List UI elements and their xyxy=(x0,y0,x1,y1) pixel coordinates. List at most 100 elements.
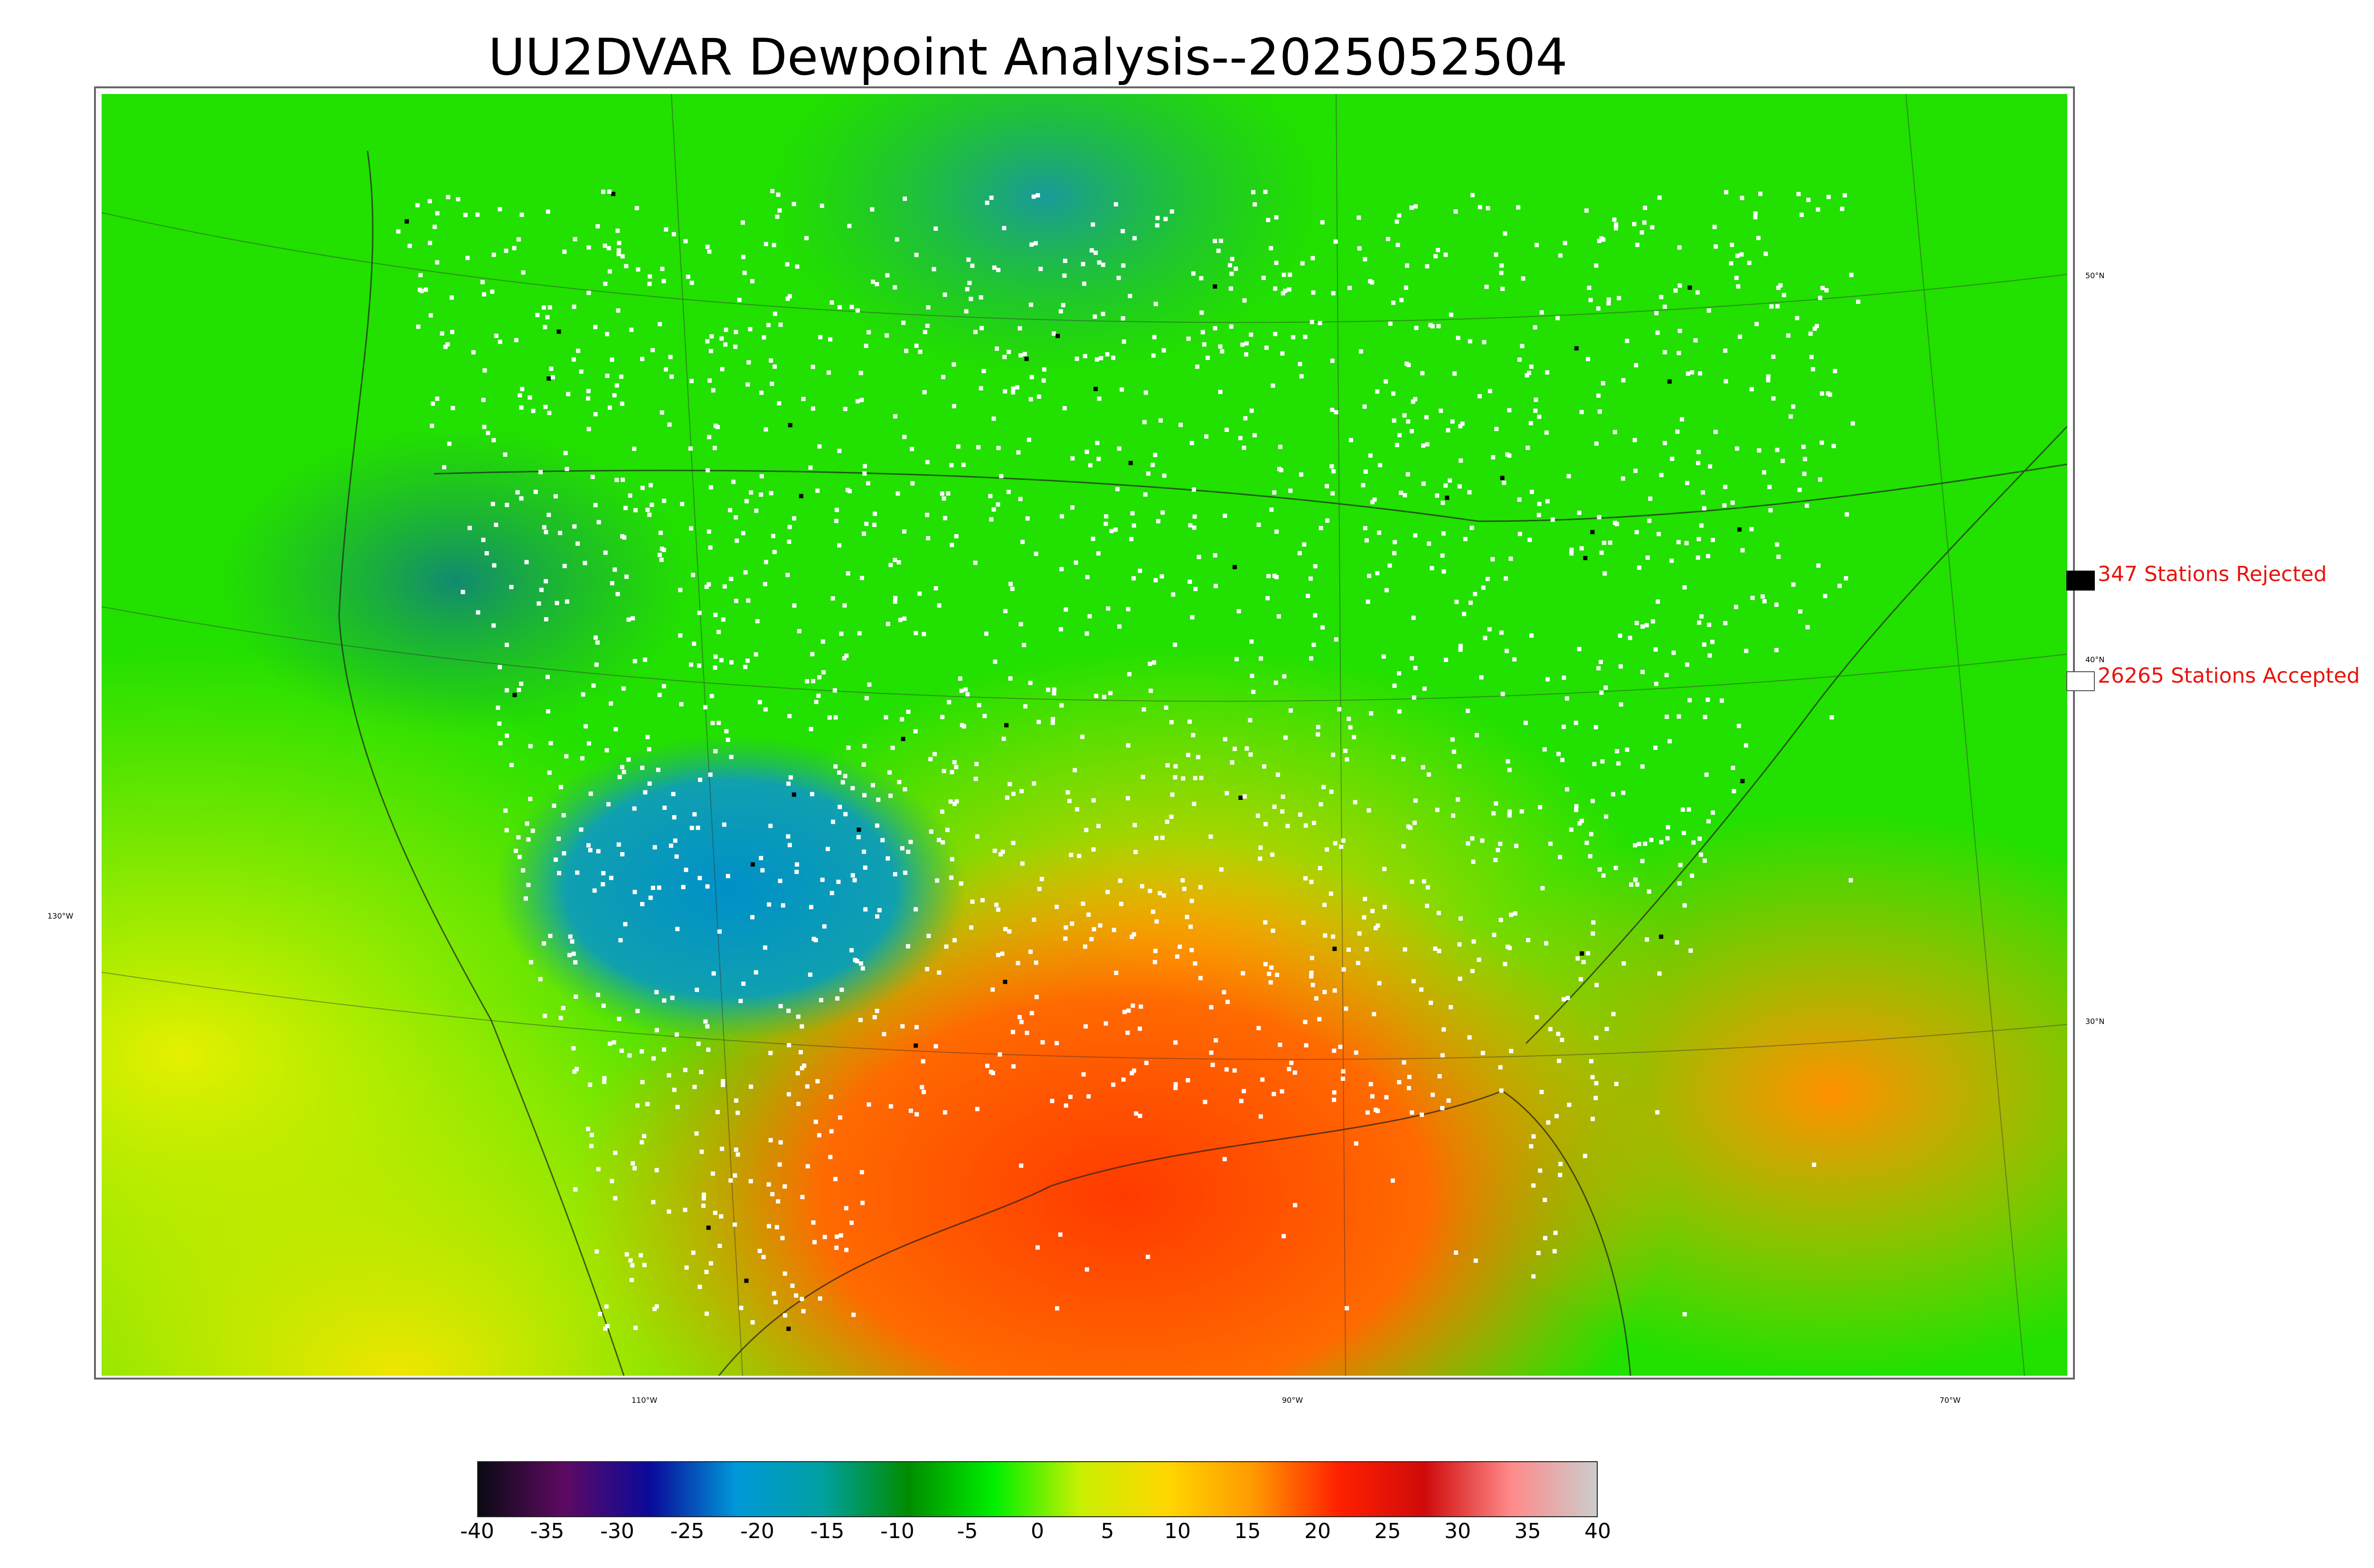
station-marker xyxy=(733,1173,737,1178)
station-marker xyxy=(1703,714,1707,719)
station-marker xyxy=(1470,526,1474,530)
station-marker xyxy=(913,729,918,733)
station-marker xyxy=(1467,1035,1472,1040)
station-marker xyxy=(1341,967,1346,972)
station-marker xyxy=(1425,264,1430,269)
station-marker xyxy=(1599,690,1604,695)
station-marker xyxy=(1791,404,1796,409)
station-marker xyxy=(1041,378,1046,383)
station-marker xyxy=(782,1184,787,1189)
station-marker xyxy=(942,769,946,773)
station-marker xyxy=(1413,798,1418,803)
station-marker xyxy=(1657,195,1662,200)
station-marker xyxy=(1753,215,1758,220)
station-marker xyxy=(786,834,791,839)
station-marker xyxy=(1466,841,1470,846)
station-marker xyxy=(1775,304,1780,309)
station-marker xyxy=(1791,582,1796,587)
station-marker xyxy=(827,370,831,375)
station-marker xyxy=(616,842,621,847)
station-marker xyxy=(786,1008,791,1013)
station-marker xyxy=(1068,1095,1073,1099)
station-marker xyxy=(829,1129,834,1134)
station-marker xyxy=(643,790,648,795)
station-marker xyxy=(639,1253,643,1258)
station-marker xyxy=(1688,948,1693,953)
station-marker xyxy=(1131,576,1136,581)
station-marker xyxy=(959,688,964,693)
station-marker xyxy=(656,768,660,772)
station-marker xyxy=(1086,912,1091,917)
station-marker xyxy=(1612,521,1617,525)
station-marker xyxy=(745,382,750,387)
station-marker xyxy=(678,633,683,638)
station-marker xyxy=(607,269,612,274)
station-marker xyxy=(415,203,420,207)
station-marker xyxy=(588,1082,593,1087)
station-marker xyxy=(1677,283,1682,288)
station-marker xyxy=(772,550,777,554)
station-marker xyxy=(1070,456,1075,460)
station-marker xyxy=(1089,248,1094,253)
station-marker xyxy=(669,374,674,379)
station-marker xyxy=(799,494,803,498)
station-marker xyxy=(1669,558,1674,563)
station-marker xyxy=(589,1144,594,1148)
station-marker xyxy=(635,1009,640,1014)
station-marker xyxy=(848,489,852,494)
station-marker xyxy=(1273,332,1278,337)
station-marker xyxy=(1659,295,1664,300)
station-marker xyxy=(1105,890,1110,894)
station-marker xyxy=(1160,836,1165,840)
station-marker xyxy=(1303,335,1308,339)
station-marker xyxy=(1567,1102,1572,1107)
station-marker xyxy=(1471,859,1476,864)
station-marker xyxy=(1594,441,1599,446)
station-marker xyxy=(1230,760,1234,765)
station-marker xyxy=(1303,1020,1308,1024)
station-marker xyxy=(804,236,809,241)
station-marker xyxy=(1272,804,1277,809)
station-marker xyxy=(1597,239,1602,243)
accepted-label: 26265 Stations Accepted xyxy=(2098,664,2360,688)
station-marker xyxy=(1034,995,1039,999)
station-marker xyxy=(1331,469,1336,474)
station-marker xyxy=(1577,647,1582,651)
station-marker xyxy=(688,446,693,451)
station-marker xyxy=(1357,216,1361,220)
station-marker xyxy=(521,270,526,275)
station-marker xyxy=(1840,207,1845,211)
station-marker xyxy=(1330,358,1335,363)
station-marker xyxy=(1370,909,1375,913)
station-marker xyxy=(1354,1141,1358,1146)
station-marker xyxy=(1701,490,1705,495)
station-marker xyxy=(728,1178,733,1183)
station-marker xyxy=(1493,858,1498,862)
station-marker xyxy=(942,1110,947,1115)
station-marker xyxy=(606,802,611,807)
station-marker xyxy=(1084,631,1089,636)
station-marker xyxy=(1458,424,1463,429)
station-marker xyxy=(1366,808,1371,813)
station-marker xyxy=(1732,789,1736,794)
station-marker xyxy=(1204,434,1209,439)
station-marker xyxy=(1303,823,1308,828)
station-marker xyxy=(1650,619,1655,624)
station-marker xyxy=(950,770,954,774)
station-marker xyxy=(1348,438,1353,442)
station-marker xyxy=(618,938,623,943)
station-marker xyxy=(1287,287,1291,292)
station-marker xyxy=(1712,225,1717,229)
station-marker xyxy=(754,652,758,657)
station-marker xyxy=(1203,1099,1207,1104)
station-marker xyxy=(863,464,867,469)
station-marker xyxy=(1195,365,1200,369)
station-marker xyxy=(430,423,434,428)
station-marker xyxy=(974,762,979,766)
station-marker xyxy=(1034,552,1038,556)
station-marker xyxy=(1050,1099,1055,1103)
station-marker xyxy=(1050,721,1055,725)
station-marker xyxy=(1109,529,1114,534)
accepted-swatch xyxy=(2066,671,2095,691)
station-marker xyxy=(1095,441,1100,445)
